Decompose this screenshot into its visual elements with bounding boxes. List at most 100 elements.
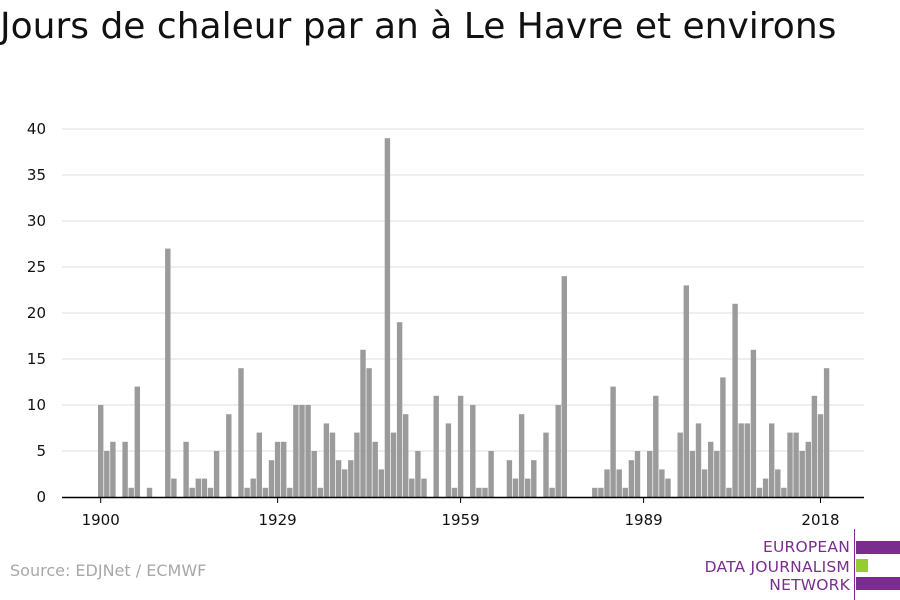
y-tick-label: 10 — [27, 396, 46, 414]
bar-1998 — [695, 423, 702, 497]
bar-1940 — [342, 469, 348, 497]
bar-2006 — [744, 423, 750, 497]
bar-1958 — [451, 487, 458, 497]
bar-1911 — [165, 248, 171, 497]
bar-1935 — [311, 451, 317, 497]
bar-2011 — [775, 469, 781, 497]
bar-1928 — [268, 460, 275, 497]
logo-line-1: EUROPEAN — [762, 538, 850, 556]
y-tick-label: 25 — [27, 258, 46, 276]
x-axis-ticks: 1900 1929 1959 1989 2018 — [82, 497, 840, 529]
bar-1961 — [470, 405, 476, 497]
bar-2012 — [781, 487, 787, 497]
bar-1926 — [256, 432, 262, 497]
bar-1976 — [561, 276, 567, 497]
bar-1901 — [104, 451, 110, 497]
logo-bar-bottom — [856, 577, 900, 590]
y-tick-label: 5 — [36, 442, 46, 460]
bar-1921 — [226, 414, 232, 497]
bar-1963 — [482, 487, 488, 497]
bar-1904 — [122, 441, 128, 497]
bar-1981 — [592, 487, 598, 497]
bar-1947 — [384, 138, 391, 497]
bar-1943 — [360, 349, 366, 497]
bar-1971 — [531, 460, 537, 497]
bar-1996 — [683, 285, 689, 497]
bar-1915 — [189, 487, 195, 497]
bar-2001 — [714, 451, 720, 497]
bar-2005 — [738, 423, 744, 497]
bar-2007 — [750, 349, 757, 497]
y-axis-tick-labels: 0 5 10 15 20 25 30 35 40 — [27, 120, 46, 506]
bar-1931 — [287, 487, 293, 497]
bar-1914 — [183, 441, 189, 497]
bar-1973 — [543, 432, 549, 497]
bar-1937 — [323, 423, 330, 497]
bar-1968 — [512, 478, 519, 497]
bar-2013 — [787, 432, 793, 497]
x-tick-label: 1959 — [442, 511, 480, 529]
source-note: Source: EDJNet / ECMWF — [10, 561, 207, 580]
y-tick-label: 20 — [27, 304, 46, 322]
logo-divider — [854, 529, 855, 600]
bar-1962 — [476, 487, 482, 497]
bar-2004 — [732, 303, 738, 497]
logo-bar-top — [856, 541, 900, 554]
bar-1986 — [622, 487, 628, 497]
x-tick-label: 2018 — [801, 511, 839, 529]
chart-title: Jours de chaleur par an à Le Havre et en… — [0, 6, 837, 47]
bar-2019 — [823, 368, 830, 497]
bar-1917 — [201, 478, 208, 497]
y-tick-label: 40 — [27, 120, 46, 138]
bar-2002 — [720, 377, 726, 497]
bar-1900 — [98, 405, 104, 497]
bar-2015 — [799, 451, 805, 497]
bar-1905 — [128, 487, 134, 497]
bar-1964 — [488, 451, 494, 497]
bar-1932 — [293, 405, 299, 497]
bar-1957 — [445, 423, 452, 497]
bar-1997 — [689, 451, 696, 497]
bar-1988 — [634, 451, 641, 497]
bar-1995 — [677, 432, 683, 497]
bar-1987 — [628, 460, 635, 497]
logo-bar-middle — [856, 559, 868, 572]
bar-1984 — [610, 386, 616, 497]
bar-1919 — [213, 451, 220, 497]
bar-2008 — [756, 487, 763, 497]
bar-1936 — [317, 487, 323, 497]
bar-1992 — [659, 469, 665, 497]
bar-1923 — [238, 368, 244, 497]
bar-1941 — [348, 460, 354, 497]
logo-line-2: DATA JOURNALISM — [704, 558, 850, 576]
bar-1945 — [372, 441, 378, 497]
bar-1918 — [207, 487, 214, 497]
bar-1999 — [701, 469, 708, 497]
y-tick-label: 0 — [36, 488, 46, 506]
bar-1924 — [244, 487, 250, 497]
bar-1951 — [409, 478, 415, 497]
y-tick-label: 30 — [27, 212, 46, 230]
bar-1912 — [171, 478, 177, 497]
bar-2009 — [762, 478, 769, 497]
bar-1934 — [305, 405, 311, 497]
bar-1950 — [403, 414, 409, 497]
y-tick-label: 15 — [27, 350, 46, 368]
bar-1902 — [110, 441, 116, 497]
bar-1983 — [604, 469, 610, 497]
bar-1939 — [335, 460, 342, 497]
bar-1930 — [281, 441, 287, 497]
bar-1959 — [457, 395, 464, 497]
bar-1927 — [262, 487, 269, 497]
y-tick-label: 35 — [27, 166, 46, 184]
logo-line-3: NETWORK — [769, 576, 850, 594]
bar-2017 — [811, 395, 818, 497]
bar-1938 — [329, 432, 336, 497]
bar-1929 — [274, 441, 281, 497]
bar-1952 — [415, 451, 421, 497]
bar-1925 — [250, 478, 256, 497]
bar-1942 — [354, 432, 360, 497]
bar-1974 — [549, 487, 555, 497]
bar-1969 — [518, 414, 525, 497]
bar-1970 — [525, 478, 531, 497]
